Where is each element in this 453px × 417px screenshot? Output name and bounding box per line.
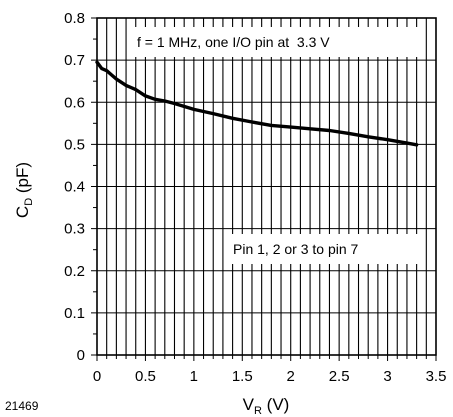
x-axis-title: VR (V) xyxy=(243,395,290,417)
x-tick-label: 1.5 xyxy=(232,368,253,385)
y-tick-label: 0.6 xyxy=(64,94,85,111)
x-tick-label: 2.5 xyxy=(329,368,350,385)
y-tick-label: 0.4 xyxy=(64,179,85,196)
y-axis-title-unit: (pF) xyxy=(13,162,32,198)
x-tick-label: 0 xyxy=(93,368,101,385)
annotation-top: f = 1 MHz, one I/O pin at 3.3 V xyxy=(137,34,330,50)
series-line xyxy=(95,60,419,147)
y-tick-label: 0.2 xyxy=(64,263,85,280)
y-tick-labels: 0 0.1 0.2 0.3 0.4 0.5 0.6 0.7 0.8 xyxy=(64,10,85,364)
x-tick-label: 1 xyxy=(190,368,198,385)
y-tick-label: 0.7 xyxy=(64,52,85,69)
y-tick-label: 0.5 xyxy=(64,136,85,153)
x-tick-labels: 0 0.5 1 1.5 2 2.5 3 3.5 xyxy=(93,368,447,385)
annotation-box-top xyxy=(129,27,421,57)
y-tick-label: 0.1 xyxy=(64,305,85,322)
y-axis-title: CD (pF) xyxy=(13,162,35,218)
annotation-bottom: Pin 1, 2 or 3 to pin 7 xyxy=(233,241,359,257)
y-tick-label: 0.8 xyxy=(64,10,85,27)
x-axis-title-main: V xyxy=(243,395,255,414)
figure-id: 21469 xyxy=(5,399,39,413)
y-axis-title-main: C xyxy=(13,206,32,218)
plot-frame xyxy=(96,17,437,356)
annotation-box-bottom xyxy=(224,234,418,264)
grid xyxy=(97,18,436,355)
x-axis-title-sub: R xyxy=(254,405,262,417)
y-tick-label: 0.3 xyxy=(64,221,85,238)
y-tick-label: 0 xyxy=(77,347,85,364)
x-tick-label: 0.5 xyxy=(135,368,156,385)
x-tick-label: 3 xyxy=(383,368,391,385)
x-tick-label: 2 xyxy=(287,368,295,385)
x-tick-label: 3.5 xyxy=(426,368,447,385)
y-axis-title-sub: D xyxy=(23,198,35,206)
series-layer xyxy=(95,60,419,147)
x-axis-title-unit: (V) xyxy=(262,395,289,414)
